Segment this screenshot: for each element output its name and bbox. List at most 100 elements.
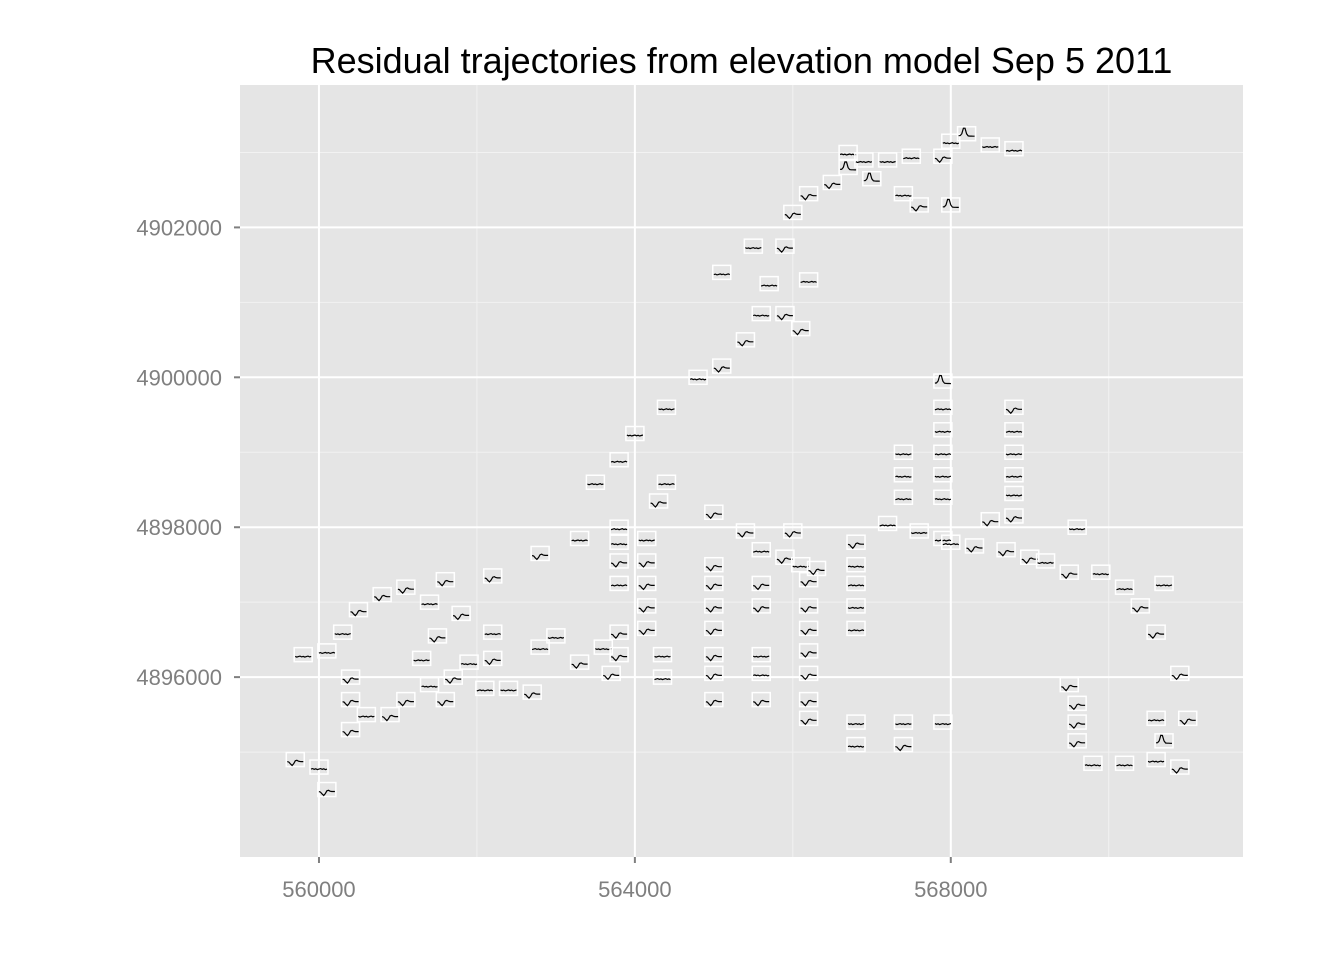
trajectory-glyph bbox=[704, 646, 724, 663]
trajectory-glyph bbox=[443, 669, 463, 685]
trajectory-glyph bbox=[648, 493, 669, 509]
glyph-box bbox=[1004, 485, 1024, 502]
trajectory-glyph bbox=[941, 534, 961, 550]
glyph-trace bbox=[705, 654, 722, 662]
glyph-box bbox=[652, 669, 673, 685]
glyph-box bbox=[652, 646, 673, 663]
glyph-box bbox=[609, 519, 629, 535]
glyph-trace bbox=[476, 689, 494, 692]
trajectory-glyph bbox=[340, 721, 361, 738]
trajectory-glyph bbox=[909, 197, 929, 213]
trajectory-glyph bbox=[893, 444, 914, 461]
glyph-trace bbox=[1005, 475, 1023, 478]
trajectory-glyph bbox=[396, 691, 416, 708]
glyph-box bbox=[798, 643, 819, 659]
trajectory-glyph bbox=[435, 691, 456, 708]
glyph-trace bbox=[800, 606, 817, 613]
glyph-trace bbox=[847, 606, 865, 610]
trajectory-glyph bbox=[775, 238, 795, 254]
glyph-trace bbox=[1147, 719, 1165, 722]
glyph-trace bbox=[571, 539, 588, 542]
y-tick-labels: 4896000 4898000 4900000 4902000 bbox=[136, 215, 222, 690]
glyph-trace bbox=[437, 579, 454, 587]
glyph-trace bbox=[638, 628, 655, 636]
glyph-box bbox=[790, 320, 811, 337]
trajectory-glyph bbox=[933, 530, 953, 547]
glyph-trace bbox=[638, 539, 655, 542]
glyph-box bbox=[656, 399, 677, 416]
glyph-box bbox=[775, 305, 795, 322]
glyph-trace bbox=[934, 539, 952, 542]
trajectory-glyph bbox=[933, 714, 953, 730]
trajectory-glyph bbox=[636, 553, 657, 569]
glyph-box bbox=[419, 594, 440, 610]
trajectory-glyph bbox=[798, 185, 819, 202]
glyph-trace bbox=[1005, 494, 1023, 497]
glyph-box bbox=[751, 691, 771, 708]
trajectory-glyph bbox=[798, 272, 819, 288]
glyph-trace bbox=[429, 636, 446, 643]
glyph-trace bbox=[437, 699, 454, 707]
glyph-box bbox=[822, 174, 843, 191]
trajectory-glyph bbox=[609, 553, 629, 569]
trajectory-glyph bbox=[704, 575, 724, 592]
trajectory-glyph bbox=[1067, 519, 1087, 535]
glyph-box bbox=[1083, 755, 1103, 772]
glyph-box bbox=[846, 598, 866, 614]
trajectory-glyph bbox=[569, 654, 590, 670]
glyph-trace bbox=[847, 745, 865, 748]
glyph-trace bbox=[1005, 516, 1022, 523]
glyph-trace bbox=[942, 198, 959, 208]
glyph-box bbox=[636, 598, 657, 614]
trajectory-glyph bbox=[419, 594, 440, 610]
glyph-box bbox=[1035, 553, 1056, 569]
trajectory-glyph bbox=[704, 504, 724, 520]
glyph-box bbox=[775, 238, 795, 254]
trajectory-glyph bbox=[285, 751, 306, 768]
glyph-box bbox=[933, 148, 953, 164]
glyph-box bbox=[1004, 422, 1024, 438]
glyph-box bbox=[901, 148, 922, 164]
glyph-box bbox=[1114, 579, 1135, 595]
glyph-trace bbox=[1037, 561, 1054, 565]
glyph-trace bbox=[500, 689, 517, 692]
glyph-trace bbox=[752, 655, 770, 658]
trajectory-glyph bbox=[893, 714, 914, 730]
glyph-trace bbox=[776, 557, 793, 565]
x-tick-label: 568000 bbox=[914, 877, 987, 902]
glyph-trace bbox=[847, 722, 865, 726]
trajectory-glyph bbox=[569, 530, 590, 547]
trajectory-glyph bbox=[743, 238, 764, 254]
trajectory-glyph bbox=[1067, 714, 1087, 730]
trajectory-glyph bbox=[1083, 755, 1103, 772]
glyph-trace bbox=[705, 512, 722, 520]
glyph-trace bbox=[934, 156, 951, 164]
trajectory-glyph bbox=[798, 710, 819, 727]
glyph-trace bbox=[595, 647, 612, 651]
glyph-box bbox=[340, 669, 361, 685]
y-tick-label: 4898000 bbox=[136, 515, 222, 540]
glyph-trace bbox=[800, 718, 817, 726]
glyph-trace bbox=[654, 677, 671, 681]
glyph-trace bbox=[753, 699, 770, 707]
trajectory-glyph bbox=[475, 680, 495, 697]
glyph-box bbox=[751, 646, 771, 663]
glyph-box bbox=[933, 714, 953, 730]
trajectory-glyph bbox=[933, 444, 953, 461]
glyph-box bbox=[735, 523, 756, 539]
glyph-trace bbox=[942, 142, 959, 145]
glyph-box bbox=[704, 646, 724, 663]
glyph-trace bbox=[1155, 584, 1173, 587]
glyph-box bbox=[743, 238, 764, 254]
glyph-box bbox=[1177, 710, 1198, 727]
trajectory-glyph bbox=[396, 579, 416, 595]
glyph-box bbox=[751, 305, 771, 322]
glyph-trace bbox=[1155, 734, 1172, 744]
trajectory-glyph bbox=[380, 706, 400, 723]
glyph-box bbox=[798, 571, 819, 588]
glyph-box bbox=[498, 680, 519, 697]
trajectory-glyph bbox=[846, 598, 866, 614]
glyph-box bbox=[411, 650, 432, 667]
trajectory-glyph bbox=[1114, 579, 1135, 595]
glyph-box bbox=[704, 620, 724, 637]
